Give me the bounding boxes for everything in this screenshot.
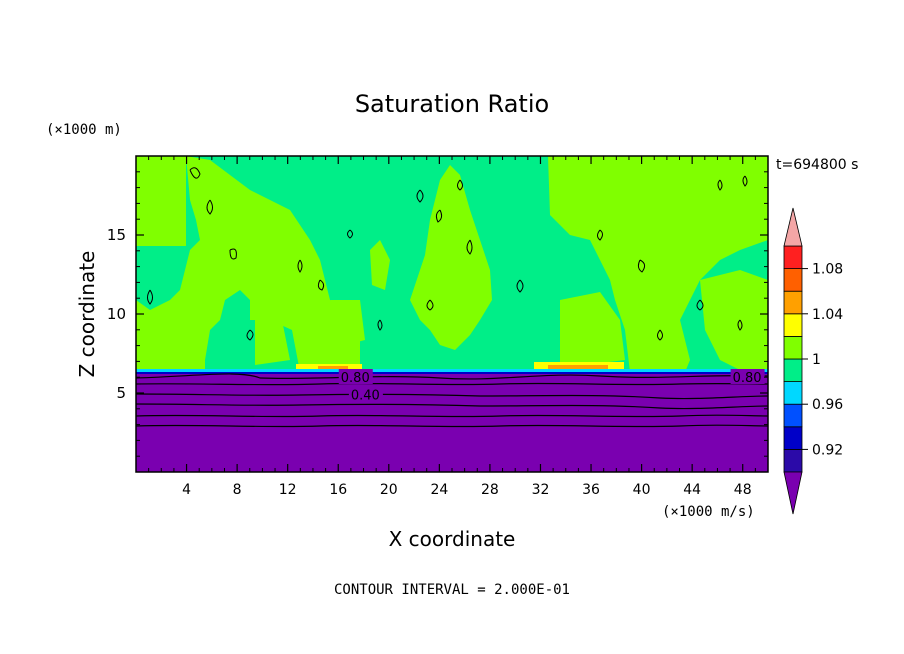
x-tick-label: 8 <box>233 482 242 498</box>
transition-band <box>136 369 768 373</box>
upper-contour-noise <box>147 167 748 341</box>
colorbar-segment <box>783 448 803 473</box>
colorbar-segment <box>783 290 803 315</box>
colorbar-segment <box>783 313 803 337</box>
x-tick-label: 36 <box>582 482 600 498</box>
x-tick-label: 12 <box>279 482 297 498</box>
colorbar-tick-label: 1.04 <box>812 307 843 323</box>
x-tick-label: 20 <box>380 482 398 498</box>
colorbar-segment <box>783 426 803 450</box>
region-dry-layer <box>136 374 768 472</box>
contour-label-bg <box>730 368 765 384</box>
x-tick-label: 40 <box>633 482 651 498</box>
colorbar-segment <box>783 381 803 405</box>
chart-title: Saturation Ratio <box>355 90 549 118</box>
plot-area: 0.80 0.80 0.40 <box>136 156 768 472</box>
colorbar-segment <box>783 403 803 428</box>
colorbar-segment <box>783 335 803 360</box>
y-tick-label: 10 <box>107 305 126 323</box>
x-tick-label: 4 <box>182 482 191 498</box>
x-tick-label: 24 <box>430 482 448 498</box>
colorbar-segment <box>783 358 803 383</box>
colorbar-tick-label: 0.92 <box>812 442 843 458</box>
region-supersaturated-patches <box>136 156 768 372</box>
colorbar-tick-label: 0.96 <box>812 397 843 413</box>
y-unit-label: (×1000 m) <box>46 122 122 138</box>
contour-label: 0.40 <box>351 388 380 403</box>
colorbar-segment <box>783 245 803 270</box>
y-axis-label: Z coordinate <box>75 251 99 378</box>
colorbar-over-triangle <box>783 207 803 247</box>
peak-saturation-bands <box>296 362 624 370</box>
contour-label: 0.80 <box>733 371 762 386</box>
y-tick-label: 15 <box>107 226 126 244</box>
contour-labels: 0.80 0.80 0.40 <box>338 368 765 403</box>
contour-label-bg <box>348 386 383 402</box>
x-tick-label: 48 <box>734 482 752 498</box>
x-tick-label: 32 <box>532 482 550 498</box>
colorbar-tick-label: 1.08 <box>812 262 843 278</box>
colorbar-tick-label: 1 <box>812 352 821 368</box>
y-tick-label: 5 <box>116 384 126 402</box>
colorbar-under-triangle <box>783 471 803 515</box>
x-axis-label: X coordinate <box>389 527 516 551</box>
x-tick-label: 44 <box>683 482 701 498</box>
time-label: t=694800 s <box>776 157 858 173</box>
lower-contour-lines <box>136 373 768 428</box>
x-axis: 4 8 12 16 20 24 28 32 36 40 44 48 <box>148 156 756 498</box>
y-axis: 5 10 15 <box>107 171 768 457</box>
contour-label-bg <box>338 368 373 384</box>
x-unit-label: (×1000 m/s) <box>662 504 755 520</box>
x-tick-label: 28 <box>481 482 499 498</box>
contour-interval-footer: CONTOUR INTERVAL = 2.000E-01 <box>334 582 570 598</box>
x-tick-label: 16 <box>329 482 347 498</box>
contour-label: 0.80 <box>341 371 370 386</box>
colorbar-segment <box>783 268 803 292</box>
colorbar: 0.92 0.96 1 1.04 1.08 <box>783 207 843 515</box>
